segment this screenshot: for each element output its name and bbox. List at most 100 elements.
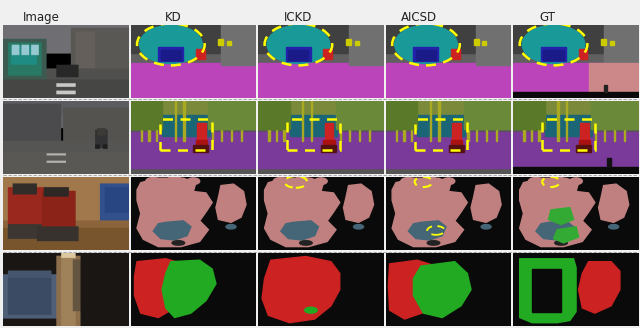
Bar	[595, 101, 596, 141]
Bar	[566, 101, 567, 141]
Polygon shape	[408, 221, 446, 240]
Ellipse shape	[609, 225, 619, 229]
Bar	[513, 167, 639, 174]
Polygon shape	[392, 178, 467, 247]
Bar	[289, 50, 308, 60]
Bar	[302, 101, 303, 141]
Bar	[604, 25, 639, 65]
Ellipse shape	[522, 25, 585, 64]
Bar	[131, 63, 256, 98]
Bar	[411, 101, 412, 141]
Bar	[576, 145, 591, 152]
Bar	[452, 123, 461, 142]
Polygon shape	[413, 262, 471, 318]
Bar	[158, 47, 184, 61]
Bar	[429, 101, 431, 141]
Bar	[486, 101, 487, 141]
Bar	[290, 115, 337, 136]
Ellipse shape	[428, 241, 440, 245]
Bar	[131, 101, 256, 129]
Text: AICSD: AICSD	[401, 11, 437, 25]
Bar	[259, 132, 383, 168]
Bar	[218, 39, 223, 45]
Bar	[209, 101, 256, 129]
Bar	[276, 101, 277, 141]
Bar	[415, 119, 467, 150]
Ellipse shape	[140, 25, 202, 64]
Bar	[513, 132, 639, 168]
Ellipse shape	[273, 177, 289, 185]
Bar	[604, 85, 607, 92]
Bar	[474, 39, 479, 45]
Ellipse shape	[442, 178, 455, 184]
Ellipse shape	[529, 177, 543, 185]
Bar	[531, 101, 532, 141]
Bar	[557, 101, 559, 141]
Ellipse shape	[226, 225, 236, 229]
Bar	[513, 63, 639, 98]
Bar	[197, 123, 206, 142]
Polygon shape	[388, 260, 442, 319]
Bar	[346, 39, 351, 45]
Bar	[438, 101, 440, 141]
Bar	[349, 101, 350, 141]
Bar	[476, 101, 477, 141]
Polygon shape	[281, 221, 319, 240]
Bar	[386, 132, 511, 168]
Ellipse shape	[395, 25, 458, 64]
Ellipse shape	[168, 176, 181, 182]
Bar	[386, 25, 511, 52]
Bar	[386, 101, 511, 129]
Ellipse shape	[570, 178, 582, 184]
Bar	[231, 101, 232, 141]
Bar	[624, 101, 625, 141]
Bar	[324, 123, 333, 142]
Bar	[241, 101, 243, 141]
Polygon shape	[154, 221, 191, 240]
Bar	[323, 49, 332, 59]
Ellipse shape	[146, 177, 161, 185]
Bar	[287, 119, 340, 150]
Bar	[543, 50, 564, 60]
Bar	[369, 101, 370, 141]
Polygon shape	[262, 256, 340, 323]
Bar	[259, 101, 290, 129]
Bar	[467, 101, 468, 141]
Ellipse shape	[481, 225, 491, 229]
Polygon shape	[548, 208, 573, 225]
Bar	[212, 101, 214, 141]
Bar	[161, 50, 181, 60]
Bar	[610, 41, 614, 45]
Ellipse shape	[300, 241, 312, 245]
Bar	[403, 101, 404, 141]
Bar	[196, 140, 207, 146]
Ellipse shape	[424, 176, 436, 182]
Text: KD: KD	[164, 11, 181, 25]
Bar	[227, 41, 231, 45]
Bar	[311, 101, 312, 141]
Bar	[358, 101, 360, 141]
Polygon shape	[598, 184, 628, 222]
Bar	[601, 39, 606, 45]
Polygon shape	[264, 178, 340, 247]
Ellipse shape	[401, 177, 416, 185]
Ellipse shape	[315, 178, 327, 184]
Bar	[607, 158, 611, 167]
Bar	[589, 63, 639, 98]
Bar	[541, 47, 566, 61]
Bar	[416, 50, 436, 60]
Ellipse shape	[551, 176, 564, 182]
Polygon shape	[216, 184, 246, 222]
Ellipse shape	[353, 225, 364, 229]
Bar	[284, 101, 285, 141]
Bar	[340, 101, 341, 141]
Bar	[131, 25, 256, 52]
Bar	[321, 145, 336, 152]
Bar	[579, 140, 590, 146]
Bar	[355, 41, 358, 45]
Bar	[545, 115, 593, 136]
Bar	[579, 49, 588, 59]
Bar	[542, 119, 595, 150]
Bar	[156, 101, 157, 141]
Bar	[463, 101, 511, 129]
